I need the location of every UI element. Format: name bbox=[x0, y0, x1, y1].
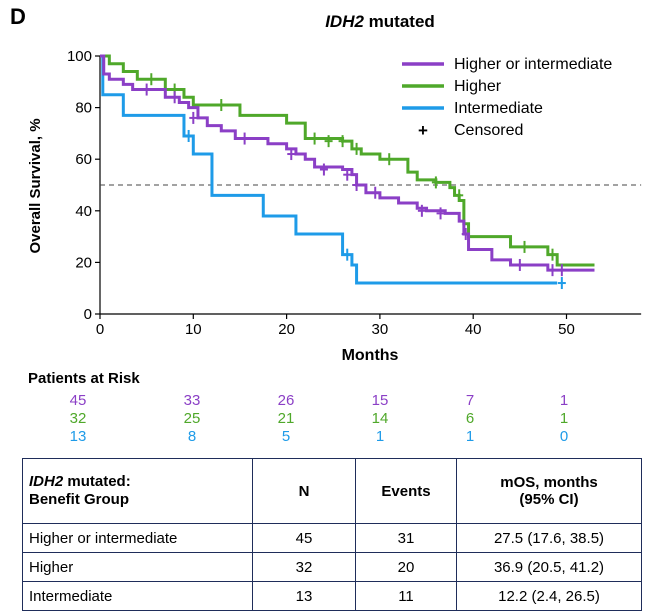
x-tick-label: 10 bbox=[185, 321, 202, 338]
cell-events: 31 bbox=[355, 523, 457, 553]
risk-value: 1 bbox=[559, 392, 569, 409]
y-tick-label: 0 bbox=[84, 306, 92, 323]
summary-table-body: Higher or intermediate 45 31 27.5 (17.6, 38… bbox=[22, 523, 642, 611]
cell-events: 20 bbox=[355, 552, 457, 582]
y-tick-label: 20 bbox=[75, 254, 92, 271]
chart-title-italic: IDH2 bbox=[325, 12, 364, 31]
x-axis-label: Months bbox=[342, 347, 399, 364]
summary-table: IDH2 mutated: Benefit Group N Events mOS,… bbox=[22, 458, 642, 611]
risk-row: 13 8 5 1 1 0 bbox=[0, 428, 651, 445]
header-n: N bbox=[252, 458, 356, 524]
risk-value: 32 bbox=[69, 410, 87, 427]
legend-censored-label: Censored bbox=[454, 122, 523, 139]
risk-value: 1 bbox=[559, 410, 569, 427]
cell-events: 11 bbox=[355, 581, 457, 611]
risk-value: 8 bbox=[187, 428, 197, 445]
table-row: Higher 32 20 36.9 (20.5, 41.2) bbox=[22, 552, 642, 582]
x-tick-label: 20 bbox=[278, 321, 295, 338]
y-tick-label: 100 bbox=[67, 48, 92, 65]
cell-group: Higher bbox=[22, 552, 253, 582]
cell-n: 32 bbox=[252, 552, 356, 582]
risk-value: 25 bbox=[183, 410, 201, 427]
risk-value: 13 bbox=[69, 428, 87, 445]
cell-group: Higher or intermediate bbox=[22, 523, 253, 553]
x-tick-label: 0 bbox=[96, 321, 104, 338]
series-layer bbox=[100, 54, 595, 290]
header-group-line2: Benefit Group bbox=[29, 491, 129, 508]
x-tick-label: 50 bbox=[558, 321, 575, 338]
risk-value: 7 bbox=[465, 392, 475, 409]
risk-value: 0 bbox=[559, 428, 569, 445]
legend-label: Intermediate bbox=[454, 100, 543, 117]
risk-value: 1 bbox=[375, 428, 385, 445]
chart-title-rest: mutated bbox=[364, 12, 435, 31]
header-mos: mOS, months (95% CI) bbox=[456, 458, 642, 524]
legend-label: Higher bbox=[454, 78, 502, 95]
risk-value: 33 bbox=[183, 392, 201, 409]
risk-value: 6 bbox=[465, 410, 475, 427]
header-group-rest: mutated: bbox=[63, 473, 131, 490]
y-axis-label: Overall Survival, % bbox=[27, 118, 44, 253]
km-chart: IDH2 mutated 0 20 40 60 80 100 0 10 20 30 40 50 Hig… bbox=[27, 12, 642, 364]
header-mos-line2: (95% CI) bbox=[519, 491, 579, 508]
cell-mos: 12.2 (2.4, 26.5) bbox=[456, 581, 642, 611]
series-line-intermediate bbox=[100, 54, 558, 285]
risk-table-title: Patients at Risk bbox=[28, 370, 140, 387]
legend-label: Higher or intermediate bbox=[454, 56, 612, 73]
risk-row: 32 25 21 14 6 1 bbox=[0, 410, 651, 427]
legend-censored-symbol: + bbox=[418, 121, 428, 140]
risk-value: 45 bbox=[69, 392, 87, 409]
y-tick-label: 80 bbox=[75, 100, 92, 117]
risk-row: 45 33 26 15 7 1 bbox=[0, 392, 651, 409]
panel-letter: D bbox=[10, 4, 26, 29]
cell-mos: 36.9 (20.5, 41.2) bbox=[456, 552, 642, 582]
cell-n: 45 bbox=[252, 523, 356, 553]
header-group: IDH2 mutated: Benefit Group bbox=[22, 458, 253, 524]
risk-value: 5 bbox=[281, 428, 291, 445]
cell-n: 13 bbox=[252, 581, 356, 611]
y-tick-label: 40 bbox=[75, 203, 92, 220]
axes: 0 20 40 60 80 100 0 10 20 30 40 50 bbox=[67, 48, 642, 338]
cell-mos: 27.5 (17.6, 38.5) bbox=[456, 523, 642, 553]
y-tick-label: 60 bbox=[75, 151, 92, 168]
risk-value: 1 bbox=[465, 428, 475, 445]
x-tick-label: 30 bbox=[372, 321, 389, 338]
header-mos-line1: mOS, months bbox=[500, 474, 598, 491]
risk-value: 26 bbox=[277, 392, 295, 409]
legend: Higher or intermediate Higher Intermediate… bbox=[402, 56, 612, 140]
cell-group: Intermediate bbox=[22, 581, 253, 611]
header-group-italic: IDH2 bbox=[29, 473, 64, 490]
risk-value: 15 bbox=[371, 392, 389, 409]
table-row: Intermediate 13 11 12.2 (2.4, 26.5) bbox=[22, 581, 642, 611]
header-events: Events bbox=[355, 458, 457, 524]
x-tick-label: 40 bbox=[465, 321, 482, 338]
risk-value: 21 bbox=[277, 410, 295, 427]
table-row: Higher or intermediate 45 31 27.5 (17.6, 38… bbox=[22, 523, 642, 553]
risk-value: 14 bbox=[371, 410, 389, 427]
chart-title: IDH2 mutated bbox=[325, 12, 435, 31]
